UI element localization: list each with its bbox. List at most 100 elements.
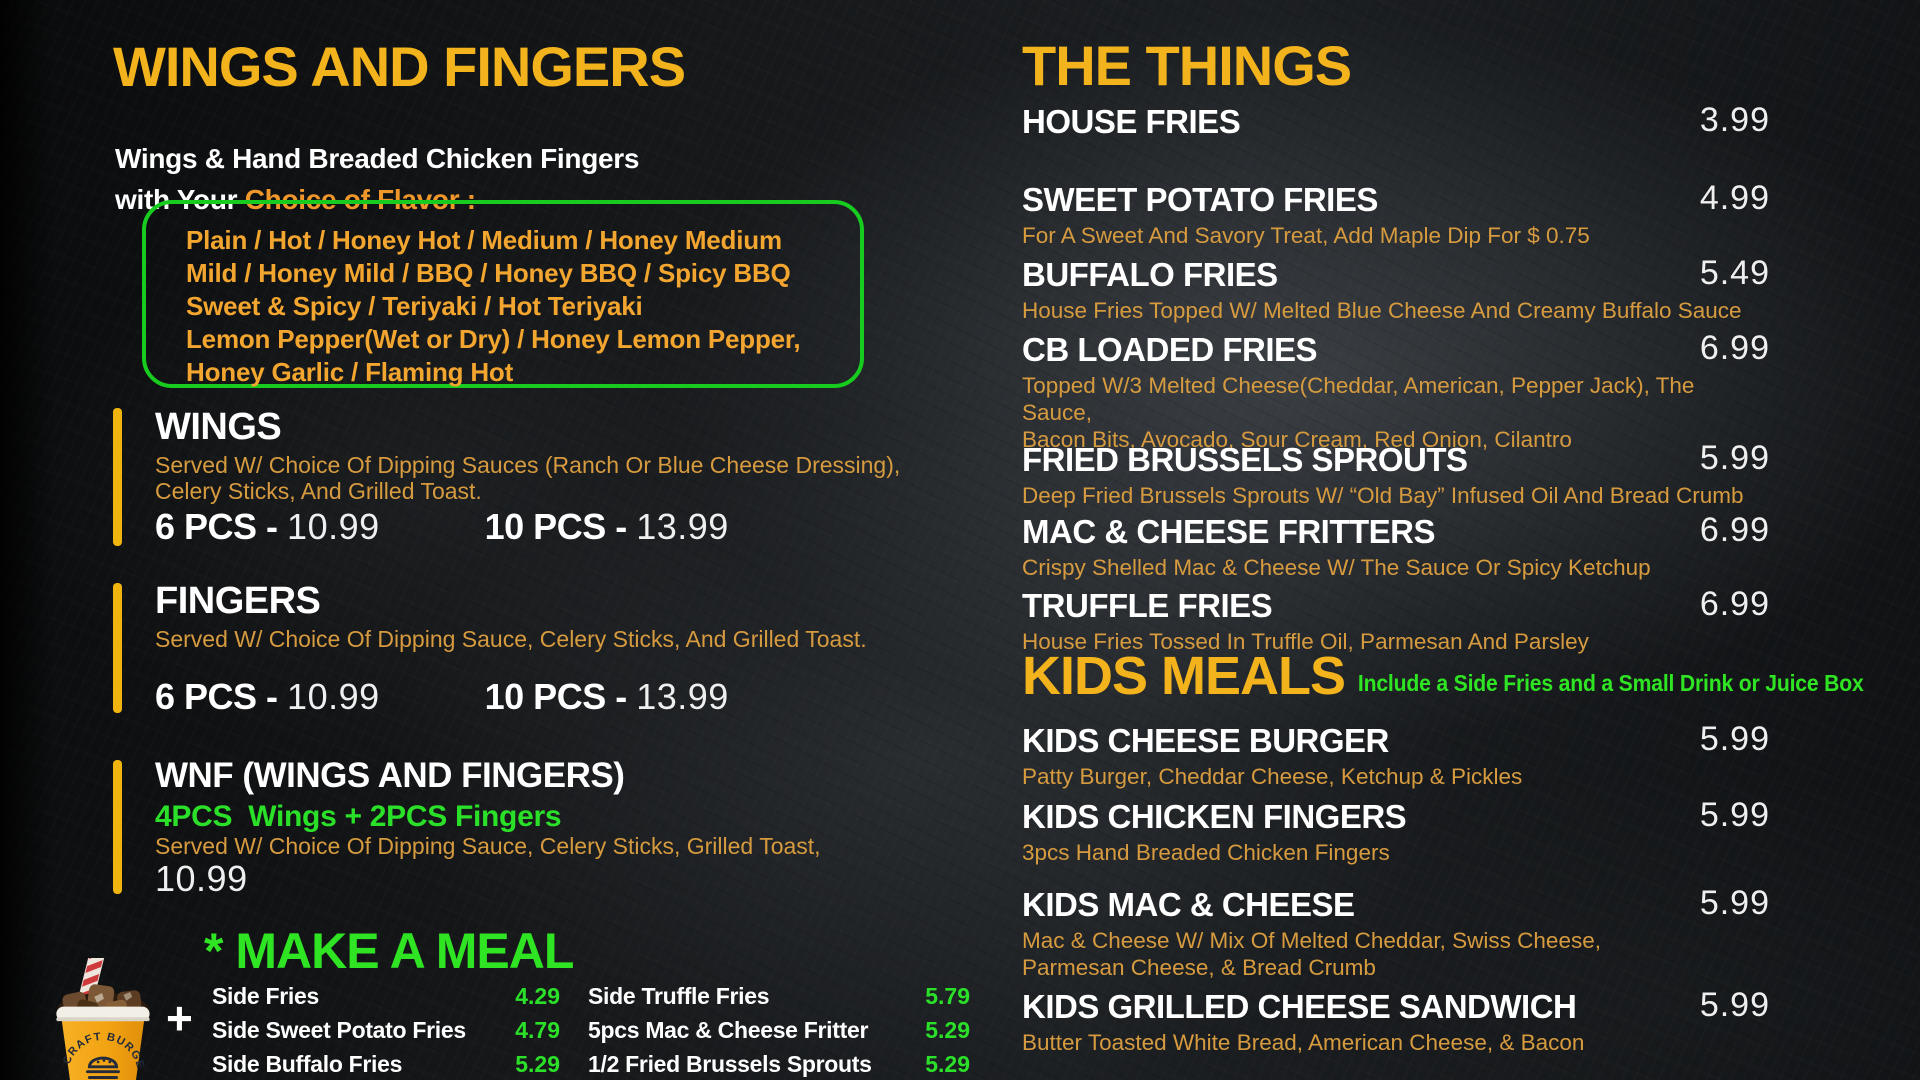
item-price: 6.99 [1699, 329, 1770, 367]
make-a-meal-column-2: Side Truffle Fries 5.79 5pcs Mac & Cheese… [588, 983, 970, 1080]
item-desc: 3pcs Hand Breaded Chicken Fingers [1022, 840, 1390, 865]
item-name: SWEET POTATO FRIES [1022, 181, 1378, 218]
item-desc: Butter Toasted White Bread, American Che… [1022, 1030, 1585, 1055]
side-price: 5.29 [925, 1051, 970, 1077]
wnf-combo-note: 4PCS Wings + 2PCS Fingers [155, 800, 562, 833]
item-desc: Patty Burger, Cheddar Cheese, Ketchup & … [1022, 764, 1523, 789]
item-price: 6.99 [1699, 585, 1770, 623]
kids-meals-note: Include a Side Fries and a Small Drink o… [1357, 670, 1864, 696]
wnf-price: 10.99 [155, 858, 248, 899]
item-desc: House Fries Tossed In Truffle Oil, Parme… [1022, 629, 1589, 654]
wings-price-6pcs: 6 PCS - 10.99 [155, 506, 380, 548]
wings-section-bar [113, 408, 122, 546]
wnf-section-desc: Served W/ Choice Of Dipping Sauce, Celer… [155, 833, 821, 859]
meal-side-row: 1/2 Fried Brussels Sprouts 5.29 [588, 1051, 970, 1078]
subtitle-orange-part: Choice of Flavor : [244, 184, 476, 215]
item-name: KIDS CHICKEN FINGERS [1022, 798, 1407, 835]
menu-item-kids-cheese-burger: KIDS CHEESE BURGER 5.99 Patty Burger, Ch… [1022, 720, 1770, 790]
wings-6pcs-label: 6 PCS - [155, 506, 288, 547]
wings-subtitle-line1: Wings & Hand Breaded Chicken Fingers [115, 143, 640, 174]
wings-10pcs-price: 13.99 [636, 506, 729, 547]
fingers-6pcs-label: 6 PCS - [155, 676, 288, 717]
side-price: 5.79 [925, 983, 970, 1009]
menu-item-kids-chicken-fingers: KIDS CHICKEN FINGERS 5.99 3pcs Hand Brea… [1022, 796, 1770, 866]
fingers-10pcs-price: 13.99 [636, 676, 729, 717]
item-desc: For A Sweet And Savory Treat, Add Maple … [1022, 223, 1590, 248]
item-price: 5.99 [1699, 720, 1770, 758]
make-a-meal-column-1: Side Fries 4.29 Side Sweet Potato Fries 4.… [212, 983, 560, 1080]
menu-item-kids-grilled-cheese: KIDS GRILLED CHEESE SANDWICH 5.99 Butter… [1022, 986, 1770, 1056]
menu-item-kids-mac-cheese: KIDS MAC & CHEESE 5.99 Mac & Cheese W/ M… [1022, 884, 1770, 981]
fingers-6pcs-price: 10.99 [287, 676, 380, 717]
flavor-line: Mild / Honey Mild / BBQ / Honey BBQ / Sp… [186, 258, 791, 288]
item-price: 6.99 [1699, 511, 1770, 549]
flavor-choices-box: Plain / Hot / Honey Hot / Medium / Honey… [142, 200, 864, 388]
wnf-section-title: WNF (WINGS AND FINGERS) [155, 756, 625, 795]
side-name: Side Sweet Potato Fries [212, 1017, 466, 1043]
subtitle-white-part: with Your [115, 184, 245, 215]
item-price: 5.99 [1699, 796, 1770, 834]
item-desc: Deep Fried Brussels Sprouts W/ “Old Bay”… [1022, 483, 1744, 508]
item-name: KIDS CHEESE BURGER [1022, 722, 1389, 759]
menu-item-buffalo-fries: BUFFALO FRIES 5.49 House Fries Topped W/… [1022, 254, 1770, 324]
menu-item-mac-cheese-fritters: MAC & CHEESE FRITTERS 6.99 Crispy Shelle… [1022, 511, 1770, 581]
meal-side-row: 5pcs Mac & Cheese Fritter 5.29 [588, 1017, 970, 1044]
kids-meals-header: KIDS MEALS Include a Side Fries and a Sm… [1022, 648, 1909, 704]
flavor-line: Sweet & Spicy / Teriyaki / Hot Teriyaki [186, 291, 643, 321]
fingers-price-6pcs: 6 PCS - 10.99 [155, 676, 380, 718]
wings-prices: 6 PCS - 10.99 10 PCS - 13.99 [155, 506, 729, 548]
the-things-column: THE THINGS HOUSE FRIES 3.99 SWEET POTATO… [1022, 0, 1864, 1080]
flavor-line: Honey Garlic / Flaming Hot [186, 357, 514, 387]
item-price: 5.99 [1699, 884, 1770, 922]
side-price: 5.29 [925, 1017, 970, 1043]
fingers-section-bar [113, 583, 122, 713]
wings-subtitle-line2: with Your Choice of Flavor : [115, 184, 476, 216]
kids-meals-title: KIDS MEALS [1022, 646, 1346, 706]
item-price: 5.99 [1699, 986, 1770, 1024]
fingers-price-10pcs: 10 PCS - 13.99 [485, 676, 729, 718]
menu-item-cb-loaded-fries: CB LOADED FRIES 6.99 Topped W/3 Melted C… [1022, 329, 1770, 453]
side-price: 4.79 [515, 1017, 560, 1043]
side-name: Side Fries [212, 983, 319, 1009]
wings-price-10pcs: 10 PCS - 13.99 [485, 506, 729, 548]
menu-item-sweet-potato-fries: SWEET POTATO FRIES 4.99 For A Sweet And … [1022, 179, 1770, 249]
item-price: 5.49 [1699, 254, 1770, 292]
menu-item-fried-brussels-sprouts: FRIED BRUSSELS SPROUTS 5.99 Deep Fried B… [1022, 439, 1770, 509]
side-price: 4.29 [515, 983, 560, 1009]
item-name: HOUSE FRIES [1022, 103, 1241, 140]
wings-10pcs-label: 10 PCS - [484, 506, 637, 547]
item-name: FRIED BRUSSELS SPROUTS [1022, 441, 1468, 478]
item-name: KIDS GRILLED CHEESE SANDWICH [1022, 988, 1577, 1025]
side-name: Side Truffle Fries [588, 983, 770, 1009]
wings-and-fingers-title: WINGS AND FINGERS [113, 35, 686, 98]
side-name: 1/2 Fried Brussels Sprouts [588, 1051, 872, 1077]
fingers-10pcs-label: 10 PCS - [484, 676, 637, 717]
make-a-meal-star: * [204, 923, 236, 979]
side-name: Side Buffalo Fries [212, 1051, 403, 1077]
menu-item-house-fries: HOUSE FRIES 3.99 [1022, 101, 1770, 141]
item-price: 3.99 [1699, 101, 1770, 139]
item-name: CB LOADED FRIES [1022, 331, 1318, 368]
meal-side-row: Side Truffle Fries 5.79 [588, 983, 970, 1010]
make-a-meal-label: MAKE A MEAL [235, 923, 574, 979]
wings-section-title: WINGS [155, 406, 282, 448]
fingers-prices: 6 PCS - 10.99 10 PCS - 13.99 [155, 676, 729, 718]
meal-side-row: Side Sweet Potato Fries 4.79 [212, 1017, 560, 1044]
item-price: 5.99 [1699, 439, 1770, 477]
item-name: KIDS MAC & CHEESE [1022, 886, 1355, 923]
side-price: 5.29 [515, 1051, 560, 1077]
item-desc: House Fries Topped W/ Melted Blue Cheese… [1022, 298, 1742, 323]
wings-6pcs-price: 10.99 [287, 506, 380, 547]
wings-section-desc: Served W/ Choice Of Dipping Sauces (Ranc… [155, 452, 901, 504]
drink-cup-image: CRAFT BURGER [34, 958, 150, 1080]
item-name: BUFFALO FRIES [1022, 256, 1278, 293]
fingers-section-title: FINGERS [155, 580, 321, 622]
wnf-section-bar [113, 760, 122, 894]
menu-item-truffle-fries: TRUFFLE FRIES 6.99 House Fries Tossed In… [1022, 585, 1770, 655]
make-a-meal-title: * MAKE A MEAL [204, 922, 574, 980]
item-name: MAC & CHEESE FRITTERS [1022, 513, 1436, 550]
plus-icon: + [166, 992, 193, 1044]
fingers-section-desc: Served W/ Choice Of Dipping Sauce, Celer… [155, 626, 867, 652]
item-desc: Mac & Cheese W/ Mix Of Melted Cheddar, S… [1022, 928, 1601, 980]
